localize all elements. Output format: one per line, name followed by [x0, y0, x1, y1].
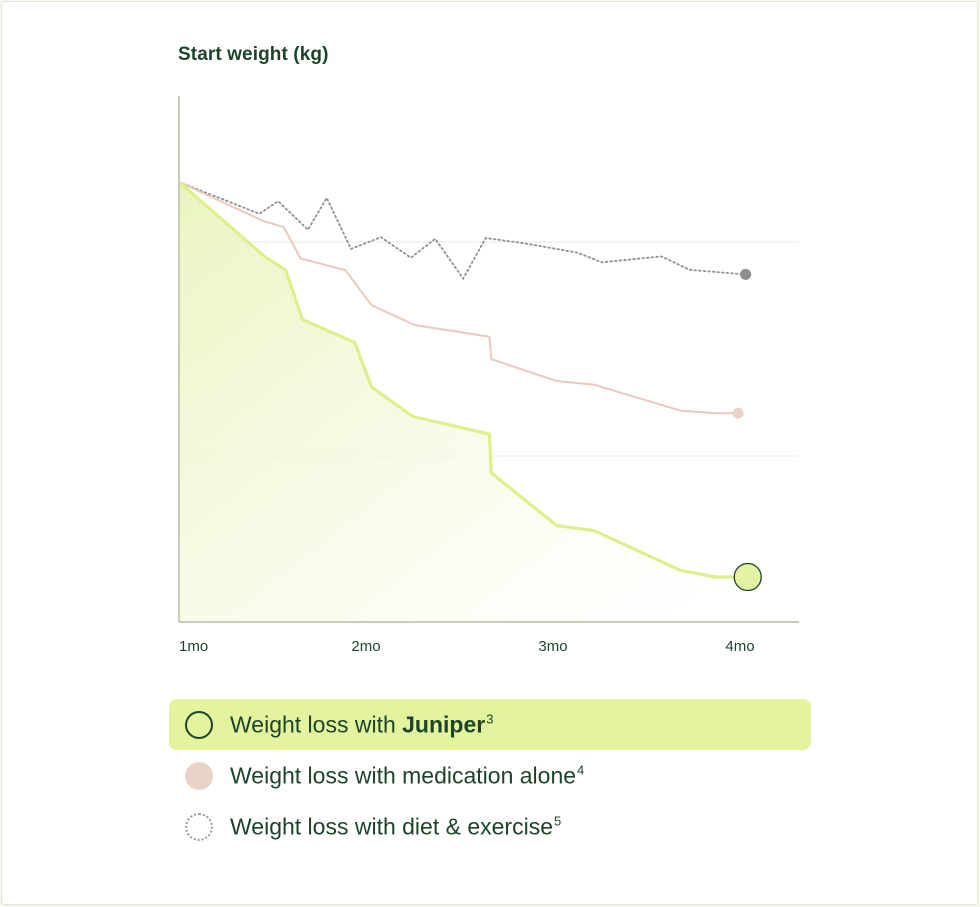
- diet-marker-icon: [185, 812, 213, 841]
- legend-label: Weight loss with diet & exercise5: [230, 813, 561, 840]
- series-line-diet-exercise: [178, 181, 747, 281]
- x-tick-label: 3mo: [538, 638, 567, 655]
- legend-label: Weight loss with Juniper3: [230, 711, 493, 738]
- series-endpoint-medication: [732, 407, 744, 419]
- legend-footnote: 3: [486, 711, 494, 726]
- legend-footnote: 4: [577, 762, 585, 777]
- weight-loss-chart: 1mo 2mo 3mo 4mo: [177, 96, 799, 655]
- series-endpoint-diet-exercise: [740, 268, 752, 280]
- x-tick-label: 2mo: [351, 638, 380, 655]
- chart-legend: Weight loss with Juniper3 Weight loss wi…: [169, 699, 811, 852]
- legend-brand: Juniper: [402, 711, 486, 737]
- series-line-juniper: [177, 180, 744, 579]
- x-tick-label: 4mo: [725, 638, 754, 655]
- juniper-marker-icon: [185, 710, 213, 739]
- legend-prefix: Weight loss with diet & exercise: [230, 813, 553, 839]
- legend-footnote: 5: [554, 813, 562, 828]
- legend-item-medication[interactable]: Weight loss with medication alone4: [169, 750, 811, 801]
- medication-marker-icon: [185, 761, 213, 790]
- legend-item-diet-exercise[interactable]: Weight loss with diet & exercise5: [169, 801, 811, 852]
- legend-prefix: Weight loss with medication alone: [230, 762, 577, 788]
- legend-label: Weight loss with medication alone4: [230, 762, 584, 789]
- series-endpoint-juniper: [733, 562, 762, 592]
- legend-prefix: Weight loss with: [230, 711, 403, 737]
- chart-title: Start weight (kg): [178, 44, 329, 65]
- x-tick-label: 1mo: [179, 638, 208, 655]
- legend-item-juniper[interactable]: Weight loss with Juniper3: [169, 699, 811, 750]
- juniper-area: [179, 182, 744, 622]
- series-line-medication: [178, 181, 739, 415]
